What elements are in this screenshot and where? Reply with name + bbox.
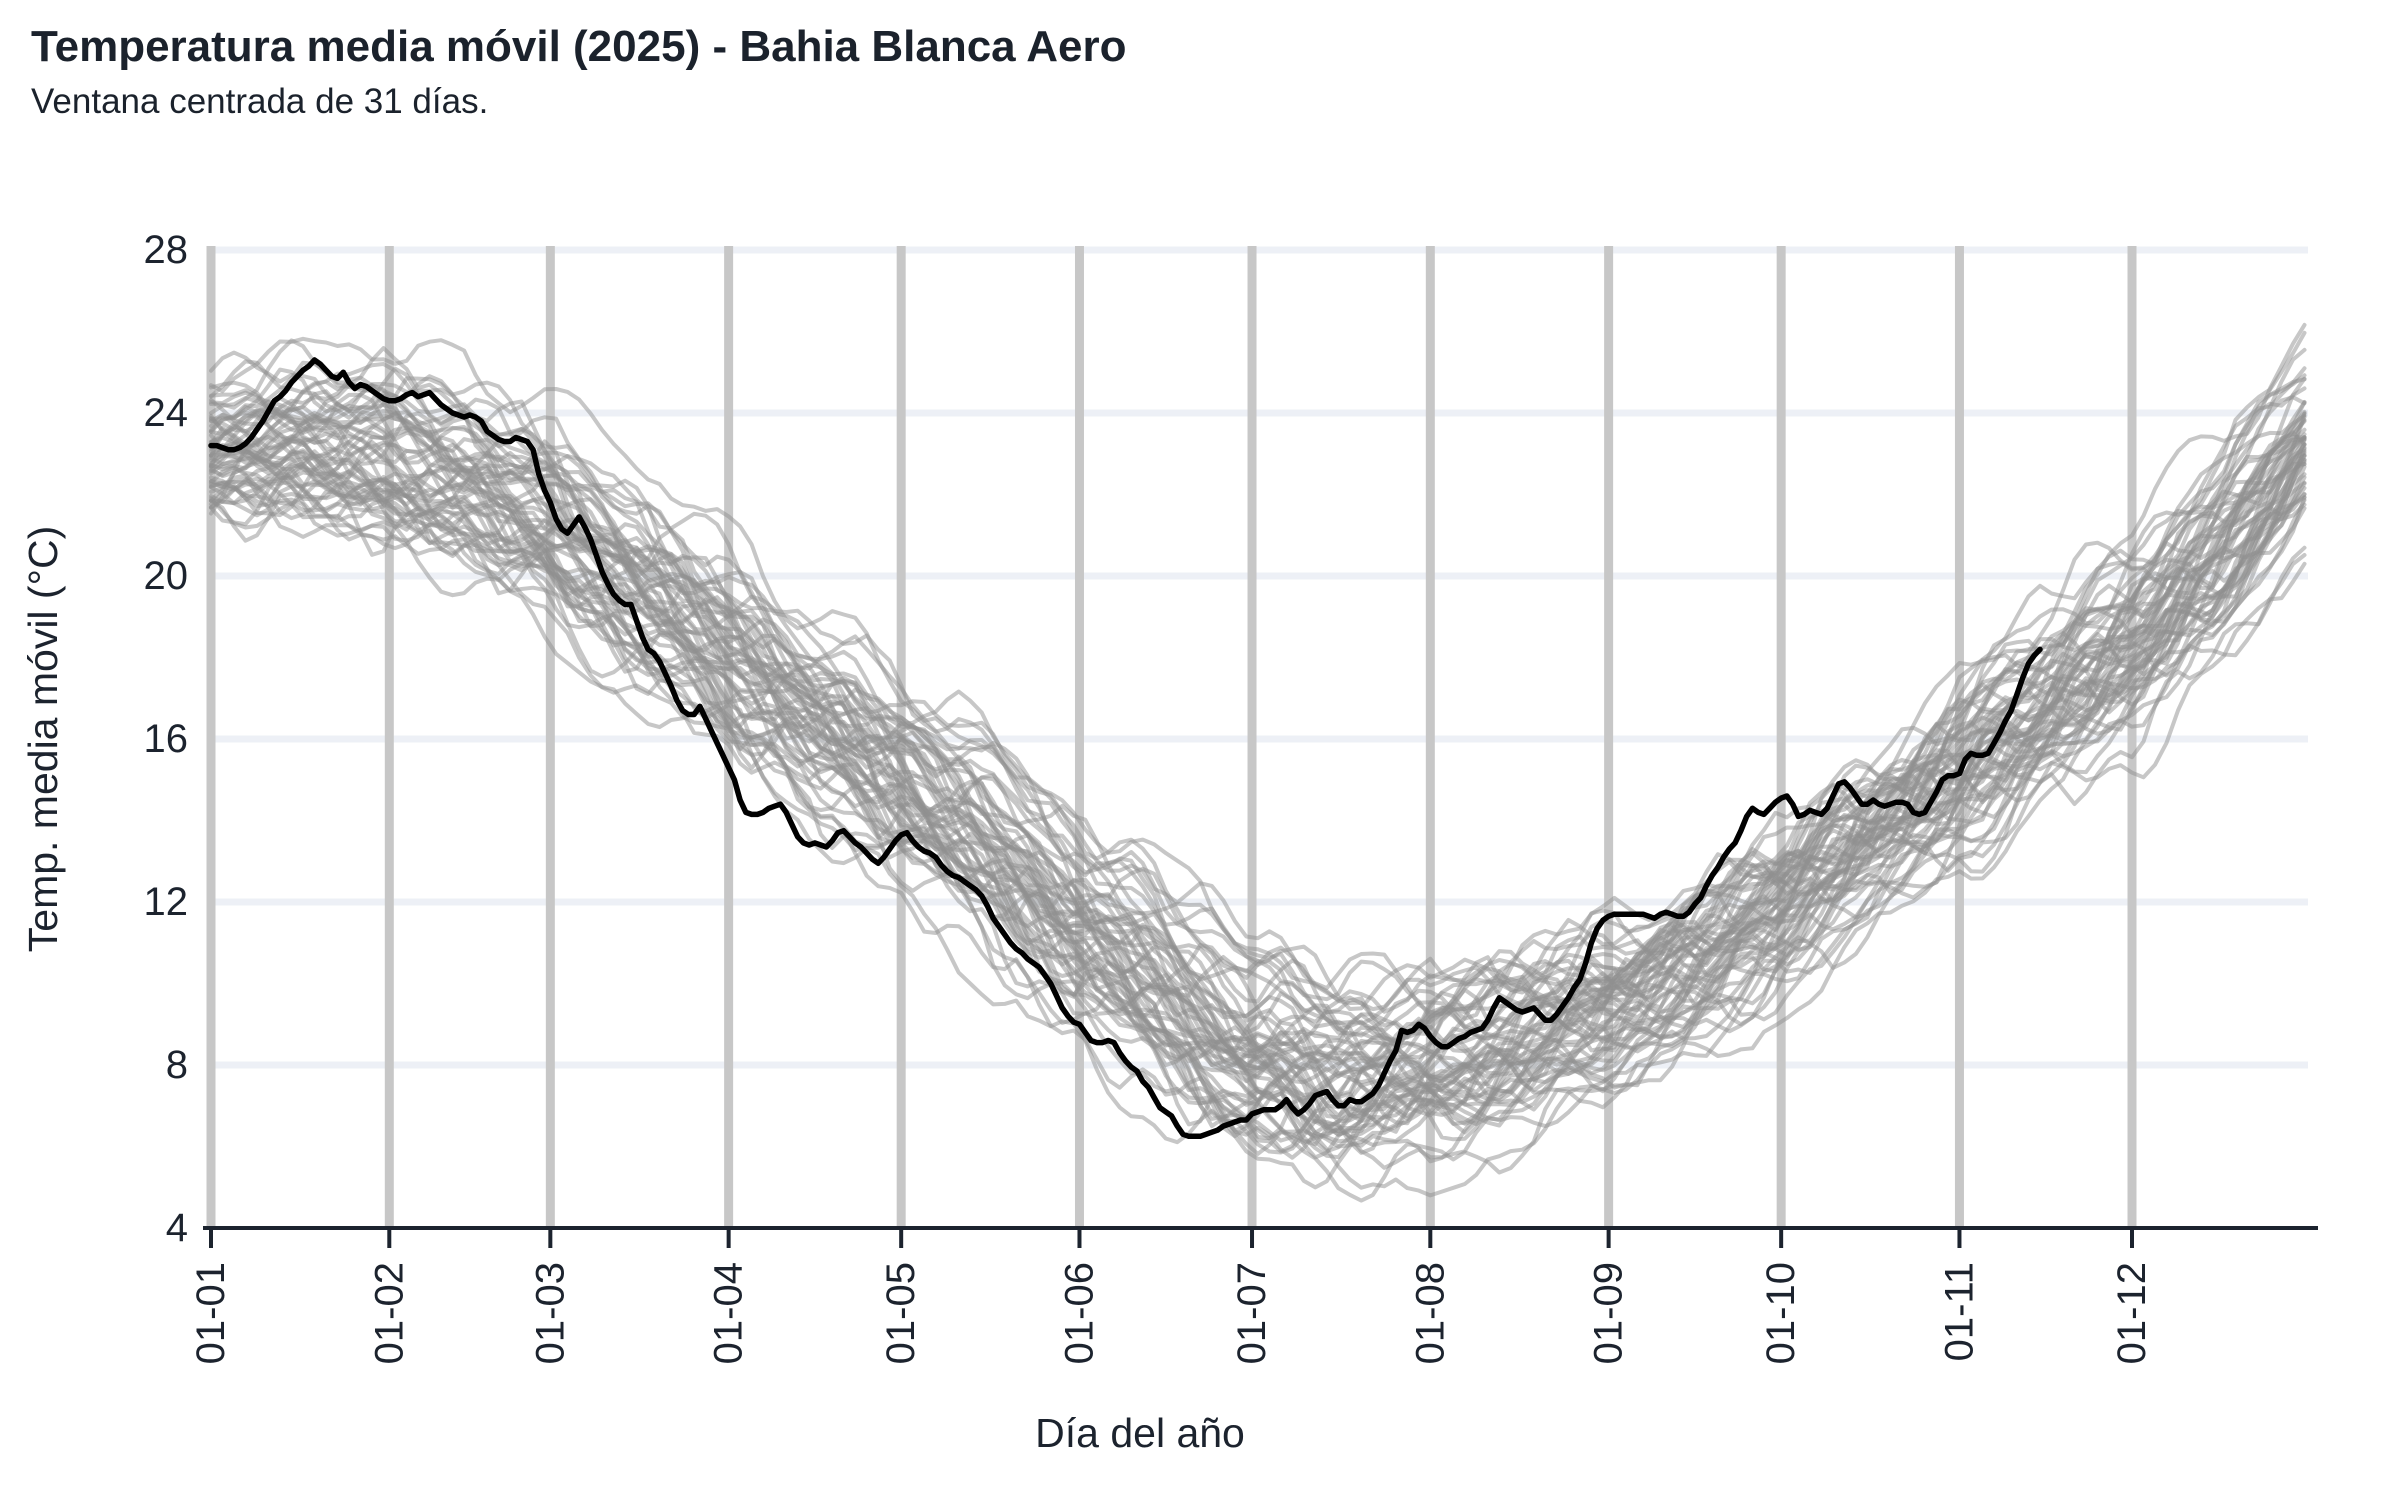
x-tick-label: 01-10 <box>1759 1262 1803 1364</box>
series-2025-line <box>208 357 2043 1140</box>
x-tick-label: 01-06 <box>1057 1262 1101 1364</box>
y-tick-label: 8 <box>166 1043 188 1087</box>
y-tick-label: 12 <box>144 880 189 924</box>
historical-year-line <box>209 411 2307 1154</box>
chart-title: Temperatura media móvil (2025) - Bahia B… <box>31 22 1127 71</box>
x-tick-label: 01-03 <box>528 1262 572 1364</box>
x-axis-title: Día del año <box>1035 1410 1245 1456</box>
historical-year-line <box>209 350 2307 1044</box>
x-tick-label: 01-04 <box>707 1262 751 1364</box>
x-tick-label: 01-09 <box>1587 1262 1631 1364</box>
chart-subtitle: Ventana centrada de 31 días. <box>31 82 489 121</box>
historical-year-line <box>209 406 2307 1164</box>
y-tick-label: 4 <box>166 1206 188 1250</box>
y-tick-label: 28 <box>144 228 189 272</box>
historical-year-line <box>209 470 2307 1160</box>
y-tick-label: 16 <box>144 717 189 761</box>
y-axis-title: Temp. media móvil (°C) <box>20 526 66 952</box>
tick-label-layer: 4 8 12 16 20 24 28 01-01 01-02 01-03 01-04 01-05 01-… <box>144 228 2155 1364</box>
x-tick-label: 01-11 <box>1937 1262 1981 1361</box>
x-tick-label: 01-01 <box>189 1262 233 1364</box>
historical-year-line <box>209 367 2307 1011</box>
historical-year-line <box>209 453 2307 1104</box>
axis-layer <box>203 1226 2318 1248</box>
x-tick-label: 01-02 <box>367 1262 411 1364</box>
x-tick-label: 01-05 <box>879 1262 923 1364</box>
x-tick-label: 01-07 <box>1230 1262 1274 1364</box>
series-layer <box>208 322 2307 1203</box>
y-tick-label: 24 <box>144 391 189 435</box>
x-tick-label: 01-12 <box>2110 1262 2154 1364</box>
y-tick-label: 20 <box>144 554 189 598</box>
x-tick-label: 01-08 <box>1408 1262 1452 1364</box>
